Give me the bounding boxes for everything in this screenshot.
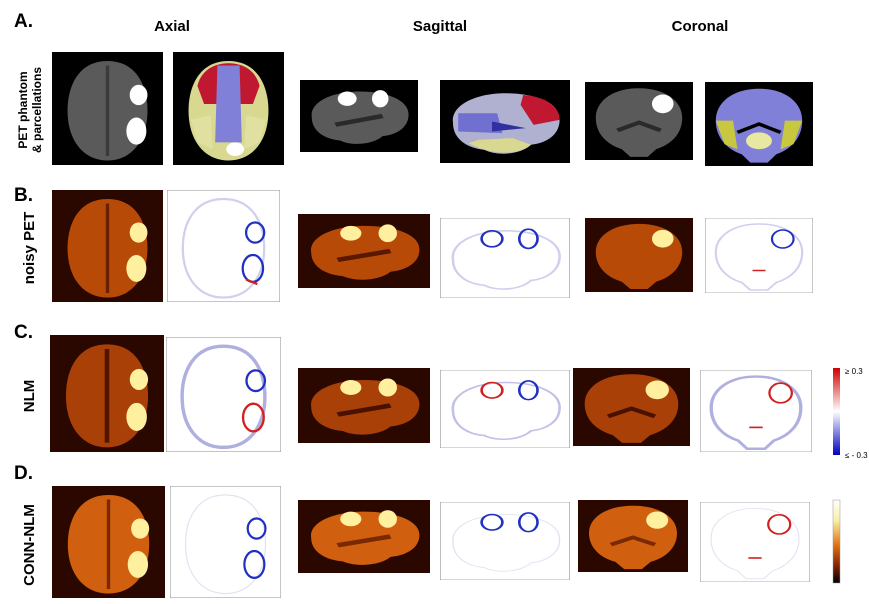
panel-label: A. [14, 11, 33, 32]
row-label: noisy PET [21, 212, 38, 285]
column-title: Coronal [672, 18, 729, 35]
pet-image [573, 368, 690, 446]
pet-image [50, 335, 164, 452]
parcellation-image [173, 52, 284, 165]
parcellation-image [705, 82, 813, 166]
pet-image [578, 500, 688, 572]
row-label: NLM [21, 380, 38, 413]
difference-image [166, 337, 281, 452]
parcellation-image [440, 80, 570, 163]
pet-image [298, 500, 430, 573]
colorbar [832, 499, 841, 584]
difference-image [167, 190, 280, 302]
difference-image [440, 370, 570, 448]
colorbar [833, 368, 840, 455]
panel-label: C. [14, 322, 33, 343]
difference-image [440, 502, 570, 580]
column-title: Axial [154, 18, 190, 35]
difference-image [700, 370, 812, 452]
difference-image [170, 486, 281, 598]
pet-image [298, 368, 430, 443]
phantom-image [585, 82, 693, 160]
pet-image [52, 190, 163, 302]
difference-image [700, 502, 810, 582]
pet-image [298, 214, 430, 288]
difference-image [705, 218, 813, 293]
panel-label: D. [14, 463, 33, 484]
difference-image [440, 218, 570, 298]
row-label: PET phantom [16, 71, 30, 148]
row-label: & parcellations [30, 67, 44, 153]
row-label: CONN-NLM [21, 504, 38, 586]
phantom-image [52, 52, 163, 165]
column-title: Sagittal [413, 18, 467, 35]
colorbar-max-label: ≥ 0.3 [845, 367, 863, 376]
panel-label: B. [14, 185, 33, 206]
colorbar-min-label: ≤ - 0.3 [845, 451, 868, 460]
pet-image [585, 218, 693, 292]
phantom-image [300, 80, 418, 152]
pet-image [52, 486, 165, 598]
